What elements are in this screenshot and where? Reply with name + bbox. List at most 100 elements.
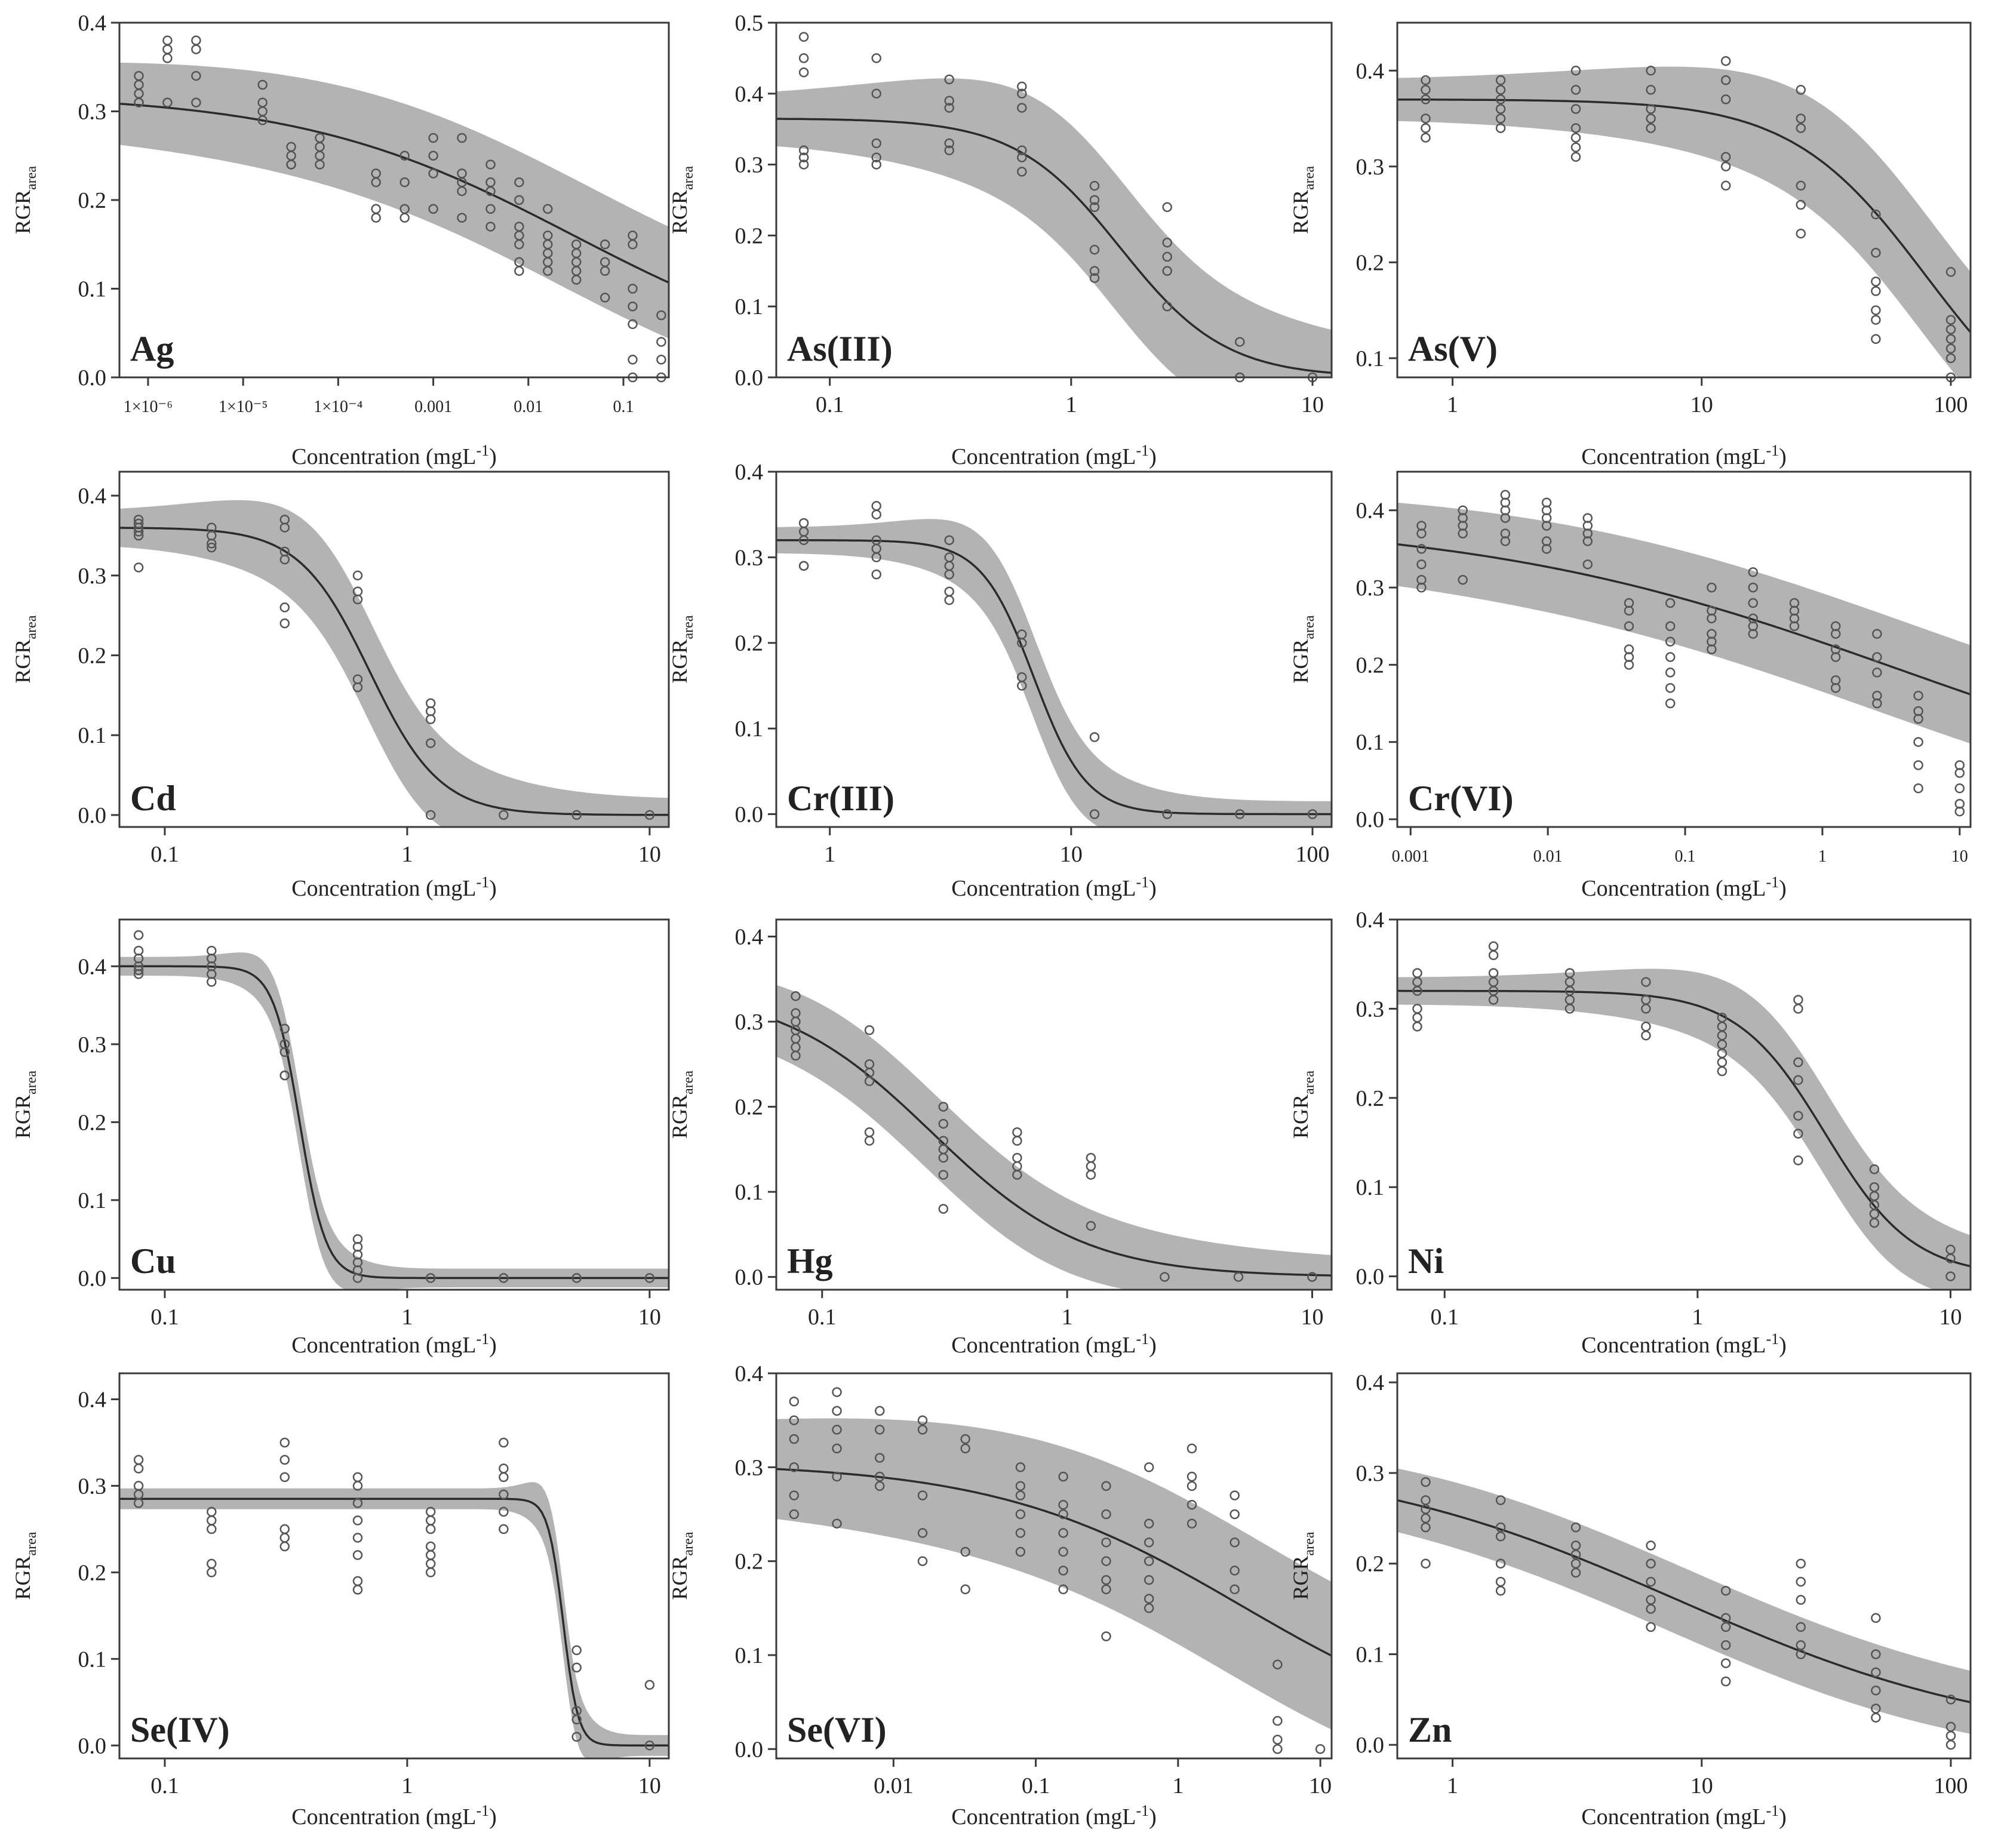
data-point (832, 1443, 842, 1454)
data-point (162, 97, 173, 107)
data-point (1015, 1546, 1026, 1557)
x-axis-label: Concentration (mgL-1) (951, 874, 1157, 901)
plot-frame (775, 21, 1333, 379)
data-point (1089, 732, 1100, 742)
y-tick-label: 0.2 (735, 1549, 764, 1575)
data-point (425, 1524, 436, 1535)
data-point (1229, 1509, 1240, 1520)
data-point (1793, 1075, 1803, 1086)
data-point (960, 1584, 970, 1595)
data-point (1186, 1443, 1197, 1454)
data-point (1793, 1057, 1803, 1068)
panel-se-vi: 0.0 0.1 0.2 0.3 0.4 0.01 0.1 1 10 Se(VI) Concentra… (668, 1361, 1333, 1829)
y-tick-label: 0.0 (1356, 1265, 1385, 1290)
data-point (1058, 1471, 1068, 1482)
data-point (938, 1118, 949, 1129)
data-point (1641, 1030, 1651, 1041)
data-point (1913, 783, 1923, 794)
data-point (1624, 605, 1634, 616)
data-point (1235, 809, 1245, 819)
data-point (1495, 123, 1506, 133)
data-point (874, 1481, 885, 1492)
data-point (1500, 536, 1511, 546)
data-point (1720, 1676, 1731, 1687)
y-tick-label: 0.2 (735, 631, 764, 656)
data-point (1720, 1622, 1731, 1632)
y-tick-label: 0.1 (735, 294, 764, 319)
y-tick-label: 0.1 (735, 717, 764, 742)
data-point (1058, 1566, 1068, 1576)
data-point (191, 97, 201, 107)
data-point (1058, 1499, 1068, 1510)
data-point (1017, 103, 1027, 113)
confidence-band (776, 78, 1332, 377)
data-point (543, 204, 553, 214)
data-point (1412, 1022, 1422, 1032)
data-point (1646, 66, 1656, 76)
panel-ag: 0.0 0.1 0.2 0.3 0.4 1×10⁻⁶ 1×10⁻⁵ 1×10⁻⁴ 0.001 0.… (11, 11, 670, 469)
data-point (832, 1471, 842, 1482)
data-point (1793, 1129, 1803, 1139)
data-point (600, 293, 610, 303)
y-axis-label: RGRarea (11, 1532, 39, 1600)
data-point (499, 1463, 509, 1474)
fitted-curve (776, 118, 1332, 374)
plot-frame (775, 1372, 1333, 1760)
y-tick-label: 0.0 (735, 365, 764, 390)
x-tick-label: 1 (1818, 847, 1827, 866)
data-point (1089, 244, 1100, 255)
x-tick-label: 1 (1447, 1773, 1458, 1798)
data-point (1564, 1004, 1575, 1014)
data-point (352, 594, 363, 605)
x-tick-label: 10 (638, 842, 661, 867)
x-tick-label: 1 (401, 842, 413, 867)
data-point (1945, 1253, 1956, 1263)
x-tick-label: 0.01 (874, 1773, 914, 1798)
data-point (279, 1472, 290, 1483)
data-point (1421, 133, 1431, 143)
y-tick-label: 0.3 (735, 545, 764, 570)
data-point (1570, 123, 1581, 133)
data-point (1872, 652, 1882, 662)
data-point (789, 1509, 800, 1520)
data-point (917, 1490, 928, 1500)
data-point (1665, 668, 1676, 678)
y-axis-label: RGRarea (11, 1071, 39, 1139)
data-point (399, 177, 410, 187)
data-point (1412, 968, 1422, 978)
y-tick-label: 0.1 (78, 723, 107, 748)
data-point (514, 195, 524, 205)
data-point (789, 1434, 800, 1444)
y-tick-label: 0.4 (1356, 499, 1385, 524)
plot-frame (775, 918, 1333, 1291)
panel-se-iv: 0.0 0.1 0.2 0.3 0.4 0.1 1 10 Se(IV) Concentration… (11, 1372, 670, 1829)
data-point (871, 552, 881, 562)
data-point (1945, 1695, 1956, 1705)
x-tick-label: 1 (1062, 1305, 1073, 1330)
data-point (1871, 209, 1881, 220)
data-point (1421, 75, 1431, 85)
data-point (1416, 544, 1427, 554)
data-point (514, 239, 524, 250)
data-point (1015, 1462, 1026, 1472)
x-tick-label: 1×10⁻⁶ (124, 398, 173, 416)
data-point (1646, 1558, 1656, 1569)
x-tick-label: 1 (401, 1305, 413, 1330)
data-point (1793, 1004, 1803, 1014)
x-tick-label: 0.001 (414, 398, 452, 416)
data-point (874, 1471, 885, 1482)
data-point (485, 222, 496, 232)
data-point (1541, 521, 1552, 531)
data-point (1665, 652, 1676, 662)
data-point (1162, 301, 1172, 312)
y-tick-label: 0.1 (1356, 346, 1385, 371)
panel-cd: 0.0 0.1 0.2 0.3 0.4 0.1 1 10 Cd Concentration (mg… (11, 471, 670, 901)
data-point (1796, 199, 1806, 210)
y-tick-label: 0.4 (1356, 1370, 1385, 1395)
data-point (644, 1680, 655, 1690)
data-point (279, 1524, 290, 1535)
data-point (1624, 660, 1634, 670)
data-point (1495, 94, 1506, 104)
data-point (134, 97, 144, 107)
data-point (352, 1273, 363, 1283)
